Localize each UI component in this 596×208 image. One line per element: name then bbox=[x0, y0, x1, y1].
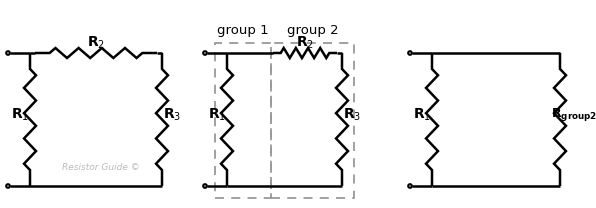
Text: R$_1$: R$_1$ bbox=[208, 106, 226, 123]
Text: Resistor Guide ©: Resistor Guide © bbox=[62, 163, 140, 172]
Text: R$_1$: R$_1$ bbox=[11, 106, 29, 123]
Bar bbox=[271, 43, 354, 198]
Text: R$_3$: R$_3$ bbox=[343, 106, 361, 123]
Text: R$_1$: R$_1$ bbox=[413, 106, 431, 123]
Text: R$_2$: R$_2$ bbox=[296, 35, 314, 51]
Text: group 2: group 2 bbox=[287, 24, 339, 37]
Text: group 1: group 1 bbox=[217, 24, 269, 37]
Text: R$_{\mathregular{group2}}$: R$_{\mathregular{group2}}$ bbox=[551, 106, 596, 123]
Text: R$_3$: R$_3$ bbox=[163, 106, 181, 123]
Text: R$_2$: R$_2$ bbox=[87, 35, 105, 51]
Bar bbox=[215, 43, 271, 198]
